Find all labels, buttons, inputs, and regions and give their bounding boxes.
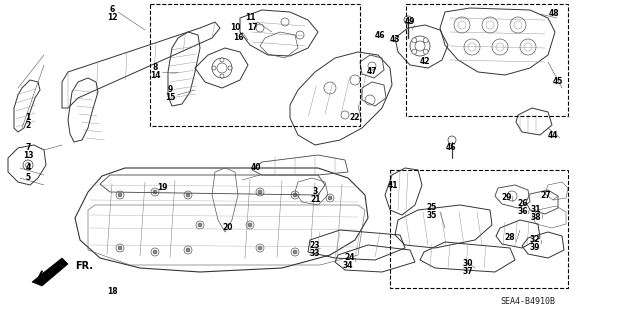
Text: 39: 39 <box>530 243 540 253</box>
Polygon shape <box>32 258 68 286</box>
Text: 42: 42 <box>420 57 430 66</box>
Text: 8: 8 <box>152 63 157 72</box>
Text: 31: 31 <box>531 205 541 214</box>
Text: 18: 18 <box>107 287 117 296</box>
Text: 14: 14 <box>150 71 160 80</box>
Text: 40: 40 <box>251 164 261 173</box>
Text: 16: 16 <box>233 33 243 42</box>
Text: 32: 32 <box>530 235 540 244</box>
Circle shape <box>118 193 122 197</box>
Text: 26: 26 <box>518 199 528 209</box>
Text: 2: 2 <box>26 122 31 130</box>
Text: 43: 43 <box>390 35 400 44</box>
Text: 1: 1 <box>26 114 31 122</box>
Text: 33: 33 <box>310 249 320 258</box>
Text: 41: 41 <box>388 182 398 190</box>
Circle shape <box>258 190 262 194</box>
Circle shape <box>328 196 332 200</box>
Text: 28: 28 <box>505 234 515 242</box>
Text: 44: 44 <box>548 131 558 140</box>
Text: 9: 9 <box>168 85 173 94</box>
Text: 23: 23 <box>310 241 320 250</box>
Text: 4: 4 <box>26 164 31 173</box>
Bar <box>150 4 360 126</box>
Text: 29: 29 <box>502 194 512 203</box>
Circle shape <box>423 49 428 54</box>
Circle shape <box>293 193 297 197</box>
Bar <box>390 170 568 288</box>
Bar <box>406 4 568 116</box>
Circle shape <box>412 38 417 43</box>
Text: 13: 13 <box>23 152 33 160</box>
Circle shape <box>248 223 252 227</box>
Circle shape <box>118 246 122 250</box>
Circle shape <box>412 49 417 54</box>
Text: 19: 19 <box>157 183 167 192</box>
Text: 47: 47 <box>367 68 378 77</box>
Circle shape <box>186 248 190 252</box>
Text: 3: 3 <box>312 188 317 197</box>
Text: 45: 45 <box>553 78 563 86</box>
Circle shape <box>423 38 428 43</box>
Circle shape <box>198 223 202 227</box>
Text: 46: 46 <box>445 144 456 152</box>
Text: 27: 27 <box>541 191 551 201</box>
Text: 17: 17 <box>246 24 257 33</box>
Text: 15: 15 <box>165 93 175 102</box>
Circle shape <box>186 193 190 197</box>
Text: 38: 38 <box>531 213 541 222</box>
Text: 35: 35 <box>427 211 437 220</box>
Circle shape <box>212 66 216 70</box>
Text: 5: 5 <box>26 174 31 182</box>
Text: 22: 22 <box>349 114 360 122</box>
Text: 25: 25 <box>427 204 437 212</box>
Text: 11: 11 <box>244 13 255 23</box>
Text: 30: 30 <box>463 259 473 269</box>
Text: 12: 12 <box>107 13 117 23</box>
Text: FR.: FR. <box>75 261 93 271</box>
Text: SEA4-B4910B: SEA4-B4910B <box>500 298 556 307</box>
Text: 10: 10 <box>230 24 240 33</box>
Circle shape <box>153 250 157 254</box>
Text: 37: 37 <box>463 268 474 277</box>
Circle shape <box>258 246 262 250</box>
Circle shape <box>293 250 297 254</box>
Circle shape <box>220 58 224 62</box>
Circle shape <box>228 66 232 70</box>
Text: 34: 34 <box>343 261 353 270</box>
Text: 6: 6 <box>109 5 115 14</box>
Text: 24: 24 <box>345 254 355 263</box>
Text: 7: 7 <box>26 144 31 152</box>
Text: 20: 20 <box>223 224 233 233</box>
Circle shape <box>153 190 157 194</box>
Circle shape <box>220 74 224 78</box>
Text: 21: 21 <box>311 196 321 204</box>
Text: 49: 49 <box>404 18 415 26</box>
Text: 48: 48 <box>548 10 559 19</box>
Text: 46: 46 <box>375 31 385 40</box>
Text: 36: 36 <box>518 207 528 217</box>
